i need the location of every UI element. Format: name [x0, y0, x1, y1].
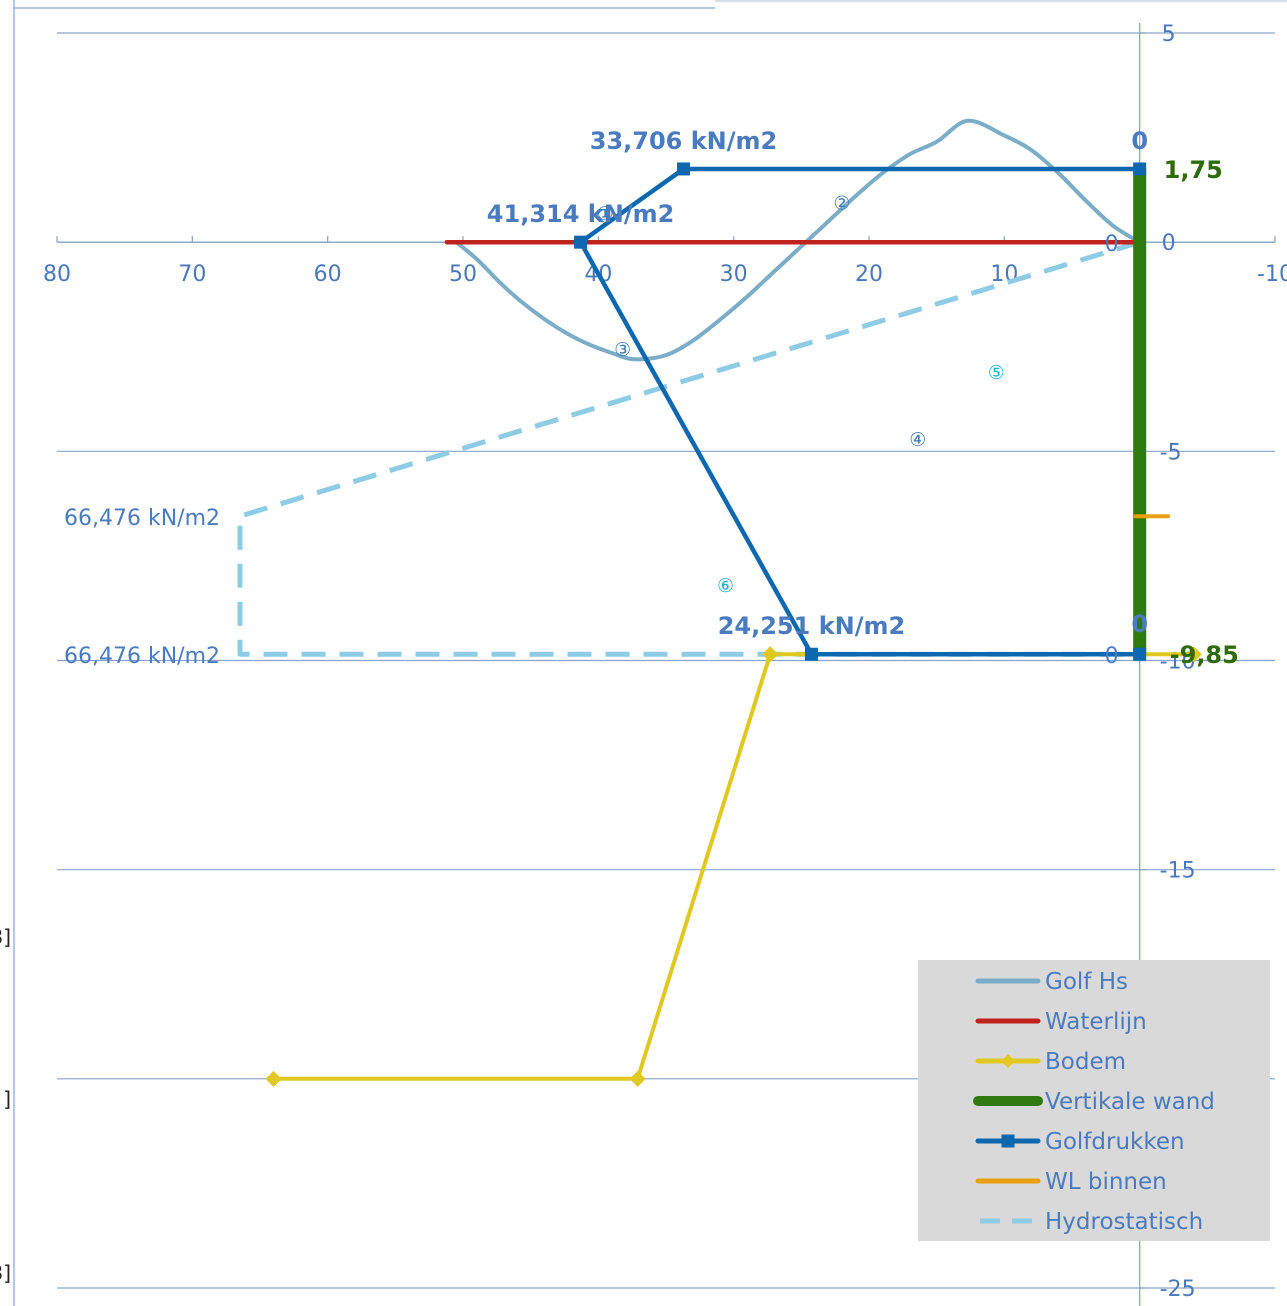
point-bodem [762, 646, 779, 663]
annotation-0: 0 [1105, 644, 1119, 669]
annotation-41-314-kn-m2: 41,314 kN/m2 [487, 200, 675, 228]
y-tick-label-25: -25 [1160, 1277, 1196, 1302]
point-golfdrukken [1133, 647, 1147, 661]
x-tick-label-70: 70 [178, 262, 206, 287]
legend-entry-vertikale-wand: Vertikale wand [1045, 1089, 1215, 1115]
page-edge-label-3: 3] [0, 1261, 11, 1285]
region-marker-4: ④ [909, 429, 926, 451]
annotation-66-476-kn-m2: 66,476 kN/m2 [64, 644, 220, 669]
region-marker-2: ② [833, 192, 850, 214]
point-golfdrukken [574, 235, 588, 249]
annotation-24-251-kn-m2: 24,251 kN/m2 [718, 612, 906, 640]
y-tick-label-0: 0 [1162, 231, 1176, 256]
x-tick-label-80: 80 [43, 262, 71, 287]
y-tick-label-5: -5 [1160, 440, 1182, 465]
legend: Golf Hs Waterlijn Bodem Vertikale wand Golfd… [918, 960, 1270, 1241]
annotation-9-85: -9,85 [1170, 641, 1239, 669]
region-marker-5: ⑤ [988, 362, 1005, 384]
legend-entry-hydrostatisch: Hydrostatisch [1045, 1209, 1203, 1235]
point-bodem [629, 1070, 646, 1087]
annotation-33-706-kn-m2: 33,706 kN/m2 [590, 127, 778, 155]
series-line-hydrostatisch [237, 239, 1141, 657]
region-marker-3: ③ [614, 339, 631, 361]
region-marker-6: ⑥ [717, 575, 734, 597]
x-tick-label-10: -10 [1257, 262, 1287, 287]
annotation-0: 0 [1105, 232, 1119, 257]
annotation-66-476-kn-m2: 66,476 kN/m2 [64, 506, 220, 531]
annotation-1-75: 1,75 [1164, 156, 1223, 184]
y-tick-label-15: -15 [1160, 859, 1196, 884]
point-golfdrukken [677, 162, 691, 176]
region-marker-1: ① [597, 203, 614, 225]
point-bodem [1185, 646, 1202, 663]
page-edge-label-2: ] [3, 1087, 11, 1111]
legend-entry-golf-hs: Golf Hs [1045, 969, 1128, 995]
series-line-golf-hs [454, 118, 1142, 362]
x-tick-label-20: 20 [855, 262, 883, 287]
x-tick-label-60: 60 [314, 262, 342, 287]
legend-marker-golfdrukken [1001, 1134, 1015, 1148]
legend-entry-waterlijn: Waterlijn [1045, 1009, 1147, 1035]
annotation-0: 0 [1131, 127, 1148, 155]
legend-entry-bodem: Bodem [1045, 1049, 1126, 1075]
page-edge-labels: 3]] 3] [0, 925, 11, 1285]
y-tick-label-5: 5 [1162, 22, 1176, 47]
point-golfdrukken [804, 647, 818, 661]
annotation-0: 0 [1131, 610, 1148, 638]
legend-marker-bodem [1001, 1054, 1015, 1068]
page-edge-label-1: 3] [0, 925, 11, 949]
point-golfdrukken [1133, 162, 1147, 176]
x-tick-label-30: 30 [720, 262, 748, 287]
x-tick-label-10: 10 [990, 262, 1018, 287]
legend-entry-golfdrukken: Golfdrukken [1045, 1129, 1185, 1155]
point-bodem [265, 1070, 282, 1087]
x-tick-label-50: 50 [449, 262, 477, 287]
series-layer [237, 118, 1202, 1087]
legend-entry-wl-binnen: WL binnen [1045, 1169, 1167, 1195]
